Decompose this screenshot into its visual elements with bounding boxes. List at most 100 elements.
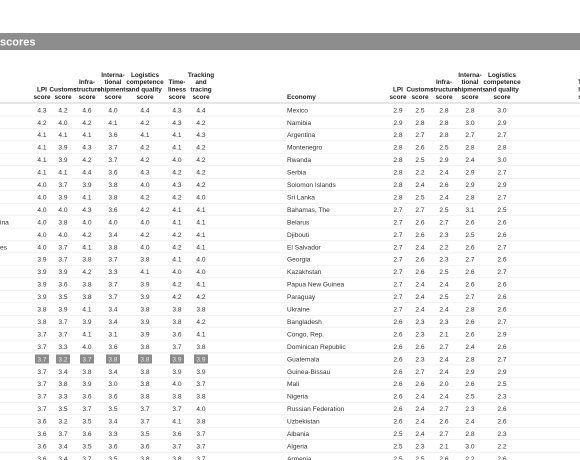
cell: 3.7: [58, 182, 67, 189]
cell: 2.9: [497, 182, 506, 189]
cell: 3.5: [82, 419, 91, 426]
cell: 4.3: [140, 170, 149, 177]
cell: 2.6: [465, 244, 474, 251]
cell: 3.9: [58, 194, 67, 201]
cell: 4.0: [37, 244, 46, 251]
column-header: score: [54, 94, 71, 101]
cell: 4.0: [82, 219, 91, 226]
cell: 3.5: [58, 406, 67, 413]
cell: 2.9: [465, 170, 474, 177]
cell: 2.7: [393, 282, 402, 289]
cell: 2.4: [439, 282, 448, 289]
cell: 3.8: [108, 356, 117, 363]
cell: 3.9: [37, 282, 46, 289]
column-header: score: [168, 94, 185, 101]
cell: 3.7: [108, 282, 117, 289]
cell: 4.3: [172, 107, 181, 114]
column-header: score: [104, 94, 121, 101]
cell: 2.8: [439, 120, 448, 127]
cell: 2.7: [497, 269, 506, 276]
cell: 3.4: [58, 443, 67, 450]
cell: 3.8: [196, 394, 205, 401]
highlight-cell: [106, 354, 120, 364]
cell: 2.5: [393, 431, 402, 438]
cell: 3.6: [37, 419, 46, 426]
cell: 4.0: [196, 194, 205, 201]
cell: 3.6: [108, 207, 117, 214]
cell: 4.3: [196, 132, 205, 139]
column-header: Infra-: [436, 79, 452, 86]
cell: 3.7: [196, 456, 205, 460]
cell: 2.6: [465, 381, 474, 388]
cell: 3.9: [82, 182, 91, 189]
cell: 3.8: [37, 319, 46, 326]
economy: Uzbekistan: [287, 419, 320, 426]
economy: Guinea-Bissau: [287, 369, 331, 376]
cell: 4.4: [140, 107, 149, 114]
cell: 3.7: [108, 157, 117, 164]
cell: 3.8: [108, 194, 117, 201]
cell: 3.5: [108, 456, 117, 460]
cell: 2.9: [439, 157, 448, 164]
cell: 2.8: [465, 431, 474, 438]
cell: 4.2: [196, 170, 205, 177]
cell: 4.0: [58, 232, 67, 239]
column-header: and quality: [485, 87, 519, 94]
economy: Serbia: [287, 170, 306, 177]
column-header: Interna-: [101, 72, 124, 79]
column-header: structure: [430, 87, 458, 94]
column-header: score: [136, 94, 153, 101]
cell: 2.5: [439, 294, 448, 301]
economy: Montenegro: [287, 145, 323, 152]
highlight-cell: [138, 354, 152, 364]
highlight-cell: [80, 354, 94, 364]
cell: 4.0: [172, 157, 181, 164]
column-header: tional: [104, 79, 121, 86]
economy: Papua New Guinea: [287, 282, 345, 289]
cell: 4.1: [172, 257, 181, 264]
cell: 2.2: [497, 443, 506, 450]
economy: Nigeria: [287, 394, 308, 401]
cell: 2.3: [439, 257, 448, 264]
cell: 3.8: [196, 419, 205, 426]
cell: 4.1: [82, 244, 91, 251]
column-header: competence: [483, 79, 521, 86]
cell: 3.4: [108, 232, 117, 239]
cell: 3.2: [58, 419, 67, 426]
cell: 2.6: [393, 319, 402, 326]
cell: 3.4: [58, 456, 67, 460]
cell: 4.2: [196, 294, 205, 301]
highlight-cell: [56, 354, 70, 364]
cell: 3.9: [196, 356, 205, 363]
cell: 3.8: [140, 356, 149, 363]
cell: 3.2: [58, 356, 67, 363]
cell: 4.1: [37, 132, 46, 139]
cell: 3.6: [58, 282, 67, 289]
cell: 2.4: [415, 307, 424, 314]
cell: 2.6: [393, 394, 402, 401]
cell: 2.4: [439, 369, 448, 376]
cell: 2.8: [465, 145, 474, 152]
cell: 2.6: [497, 294, 506, 301]
cell: 2.6: [465, 269, 474, 276]
cell: 3.5: [58, 294, 67, 301]
cell: 3.8: [140, 257, 149, 264]
cell: 2.7: [439, 431, 448, 438]
cell: 4.1: [196, 282, 205, 289]
cell: 4.0: [196, 257, 205, 264]
cell: 2.4: [465, 419, 474, 426]
economy: Rwanda: [287, 157, 312, 164]
cell: 3.7: [37, 344, 46, 351]
column-header: Infra-: [79, 79, 95, 86]
cell: 2.6: [393, 356, 402, 363]
cell: 2.7: [393, 294, 402, 301]
cell: 3.7: [140, 419, 149, 426]
cell: 2.6: [497, 232, 506, 239]
cell: 4.1: [82, 132, 91, 139]
cell: 2.6: [497, 307, 506, 314]
cell: 3.3: [108, 269, 117, 276]
economy: Djibouti: [287, 232, 310, 239]
cell: 3.8: [172, 456, 181, 460]
cell: 4.6: [82, 107, 91, 114]
cell: 2.8: [465, 356, 474, 363]
